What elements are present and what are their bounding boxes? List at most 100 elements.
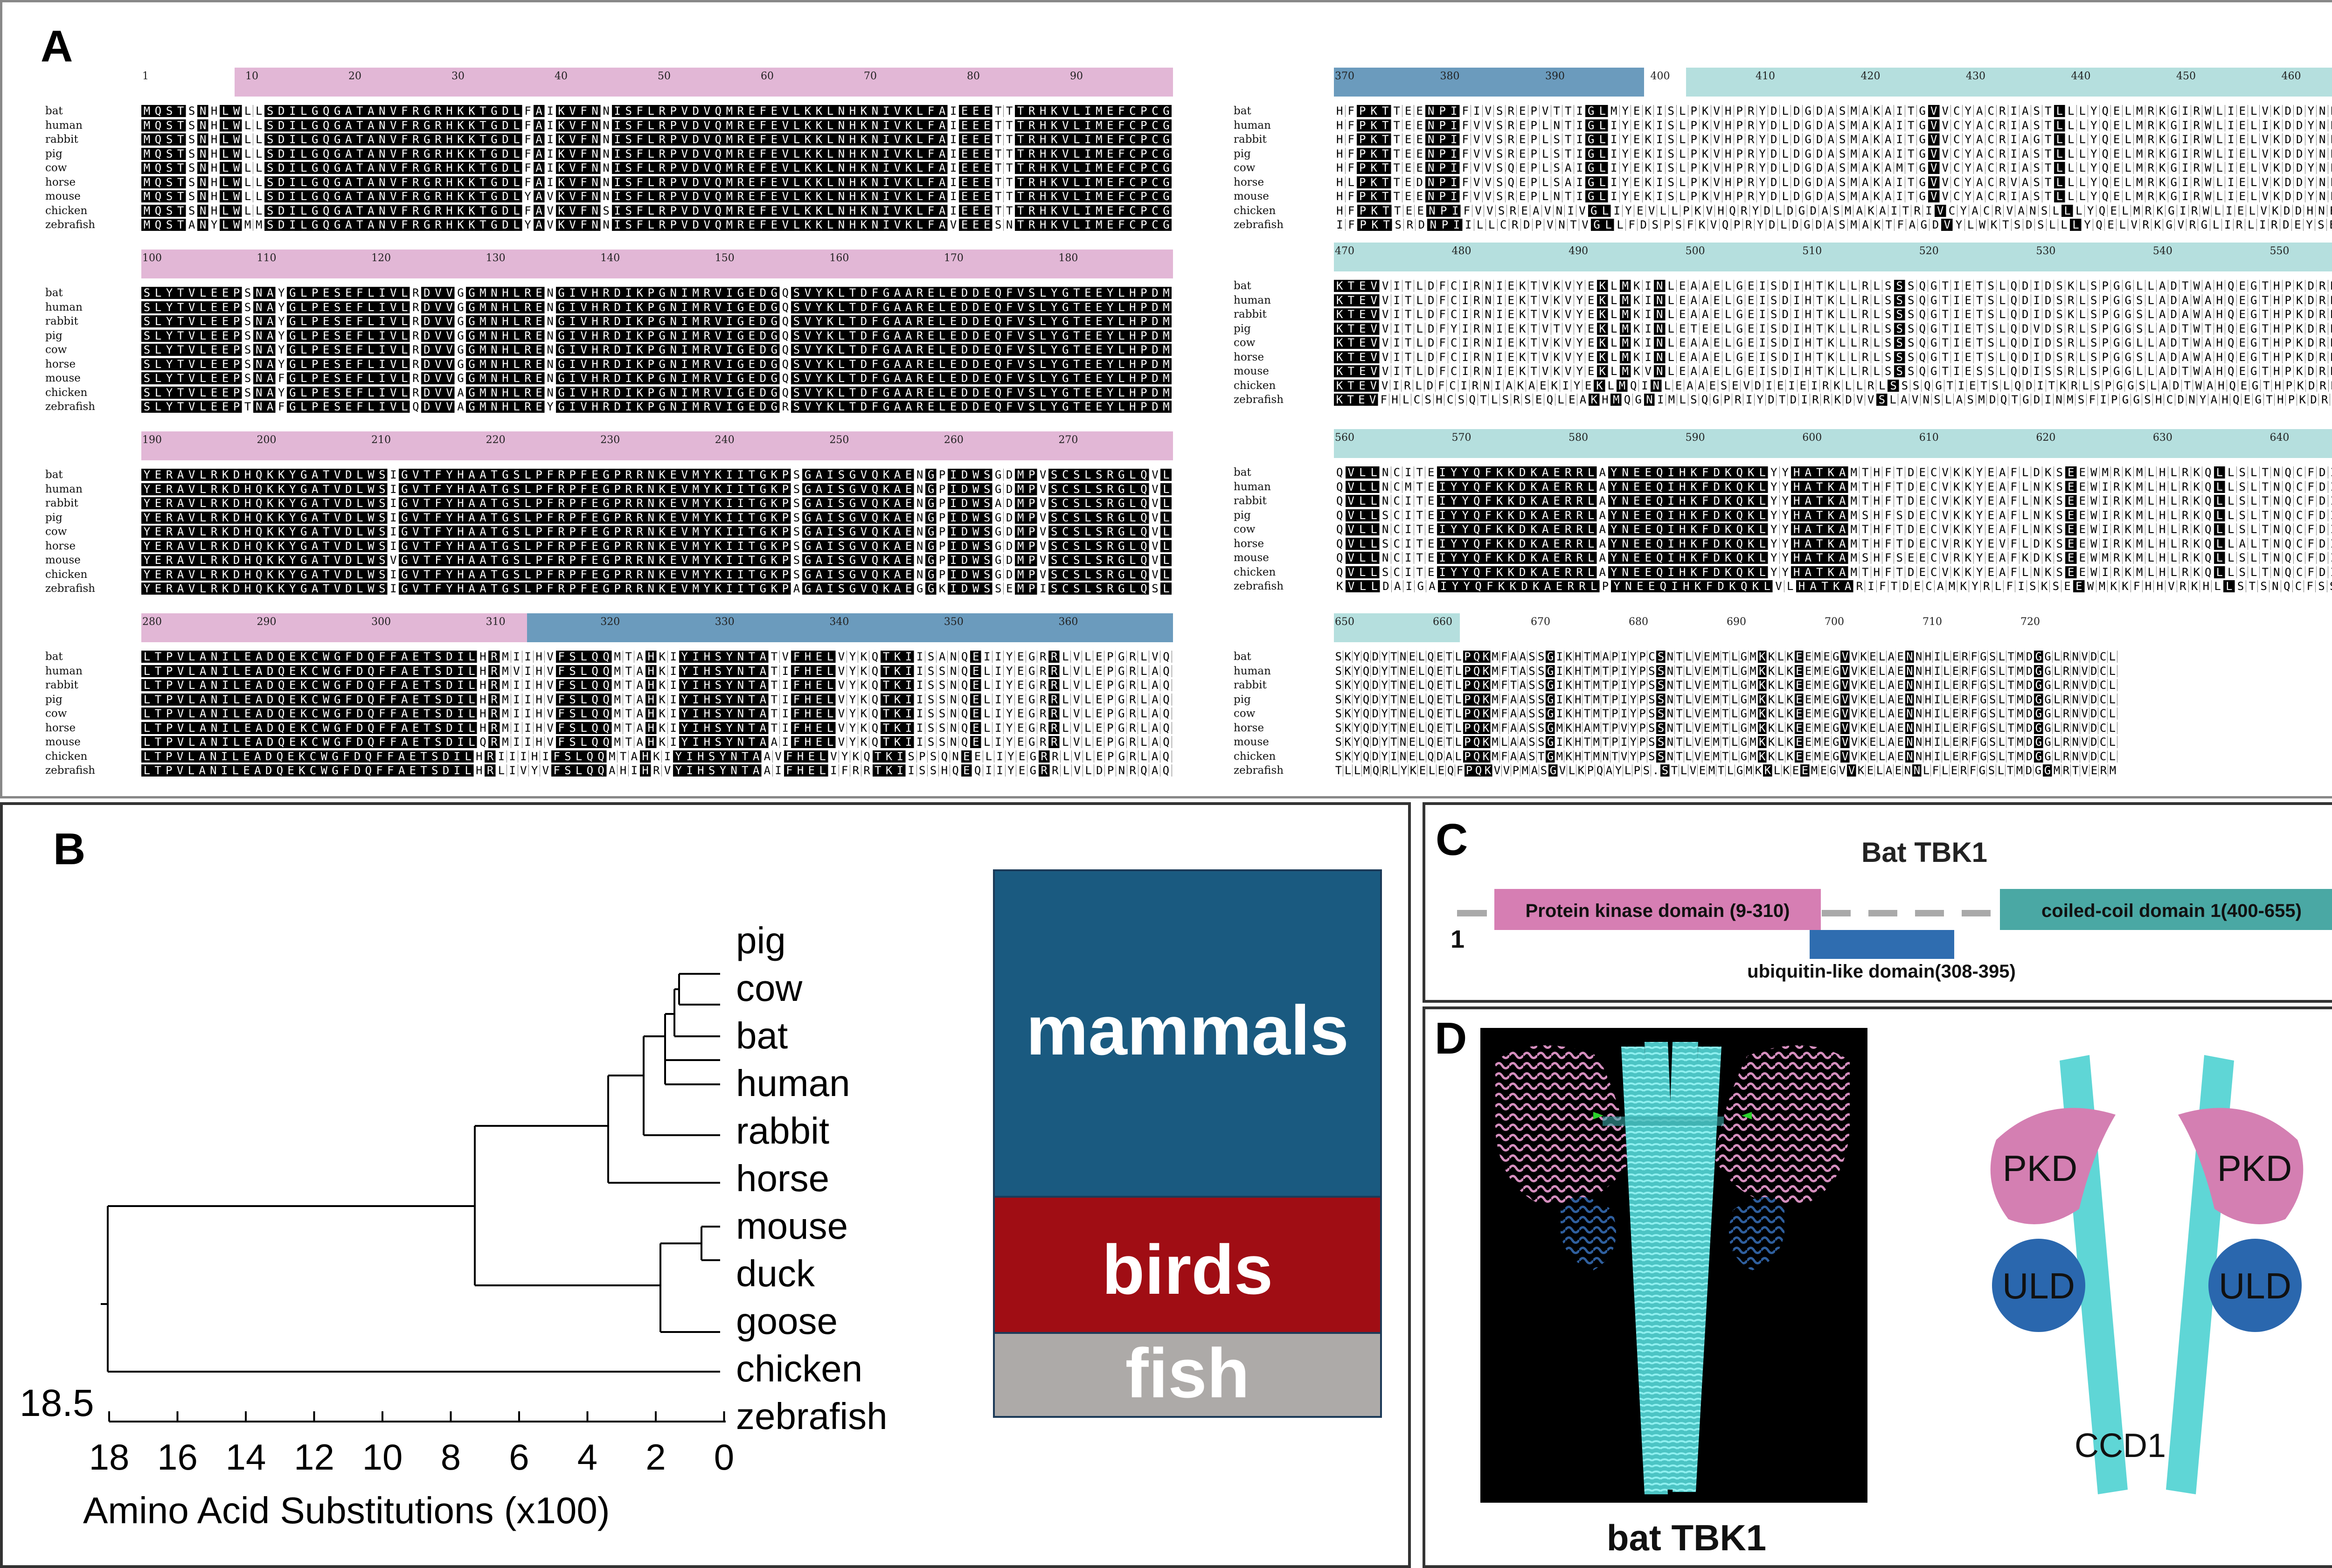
species-name: pig [45,511,62,524]
position-tick-label: 220 [486,434,506,446]
position-tick-label: 430 [1966,70,1985,82]
species-name: chicken [45,386,88,399]
species-name: chicken [1234,204,1276,217]
species-name: horse [1234,722,1264,734]
taxon-groups: mammals birds fish [993,869,1382,1418]
species-name: chicken [1234,566,1276,578]
position-tick-label: 290 [257,616,277,628]
position-tick-label: 480 [1451,245,1471,257]
species-name: horse [1234,351,1264,363]
position-tick-label: 240 [715,434,735,446]
position-tick-label: 410 [1756,70,1775,82]
species-name: rabbit [1234,679,1267,691]
species-name: rabbit [45,679,78,691]
domain-map: Bat TBK1 Protein kinase domain (9-310) c… [1451,837,2332,982]
domain-highlight-bar [235,68,1173,97]
position-tick-label: 600 [1802,432,1822,444]
panel-b: B [0,802,1411,1568]
taxon-label: pig [736,920,786,961]
uld-domain-box [1810,930,1954,959]
structure-caption: bat TBK1 [1607,1517,1766,1558]
taxon-label: horse [736,1158,829,1199]
position-tick-label: 320 [600,616,620,628]
position-tick-label: 180 [1058,252,1078,264]
domain-highlight-bar [141,613,527,642]
domain-highlight-bar [141,431,1173,460]
position-tick-label: 390 [1545,70,1565,82]
axis-tick-label: 16 [157,1436,198,1478]
species-name: pig [1234,322,1251,335]
position-tick-label: 30 [451,70,465,82]
species-name: cow [1234,708,1256,720]
position-tick-label: 560 [1335,432,1354,444]
species-name: chicken [45,568,88,581]
species-name: mouse [1234,365,1269,377]
species-name: chicken [1234,750,1276,763]
species-name: pig [45,147,62,160]
pkd-left-label: PKD [2003,1148,2077,1189]
tree-branches [101,973,720,1373]
panel-a: A 1 10 20 30 40 50 60 70 80 90 bat M Q S T S N H L W L L S D I L G… [0,0,2332,798]
species-name: cow [45,708,67,720]
species-name: pig [1234,693,1251,706]
species-name: mouse [45,372,81,384]
position-tick-label: 10 [245,70,258,82]
position-tick-label: 230 [600,434,620,446]
pkd-domain-label: Protein kinase domain (9-310) [1526,901,1790,921]
position-tick-label: 250 [829,434,849,446]
species-name: bat [45,287,63,299]
position-tick-label: 90 [1070,70,1083,82]
species-name: human [45,665,83,677]
uld-left-circle [1992,1239,2085,1332]
taxon-label: duck [736,1253,815,1294]
axis-tick-label: 8 [441,1436,461,1478]
uld-right-label: ULD [2219,1265,2291,1306]
position-tick-label: 710 [1923,616,1942,628]
species-name: horse [45,176,76,188]
position-tick-label: 200 [257,434,277,446]
uld-left-label: ULD [2002,1265,2075,1306]
species-name: rabbit [1234,308,1267,320]
species-name: pig [1234,147,1251,160]
phylogenetic-tree: pig cow bat human rabbit horse mouse duck goose c… [20,869,1382,1531]
species-name: human [45,483,83,495]
species-name: cow [45,526,67,538]
position-tick-label: 210 [371,434,391,446]
axis-tick-label: 4 [577,1436,597,1478]
panel-c: C Bat TBK1 Protein kinase domain (9-310)… [1423,802,2332,1003]
position-tick-label: 590 [1685,432,1705,444]
domain-highlight-bar [141,250,1173,278]
domain-highlight-bar [1334,68,1644,97]
species-name: human [1234,480,1271,493]
position-tick-label: 660 [1433,616,1452,628]
position-tick-label: 120 [371,252,391,264]
domain-highlight-bar [1334,613,1460,642]
position-tick-label: 370 [1335,70,1354,82]
position-tick-label: 680 [1629,616,1648,628]
panel-d: D [1423,1006,2332,1568]
position-tick-label: 260 [944,434,964,446]
group-mammals-box [993,869,1382,1198]
position-tick-label: 460 [2281,70,2301,82]
